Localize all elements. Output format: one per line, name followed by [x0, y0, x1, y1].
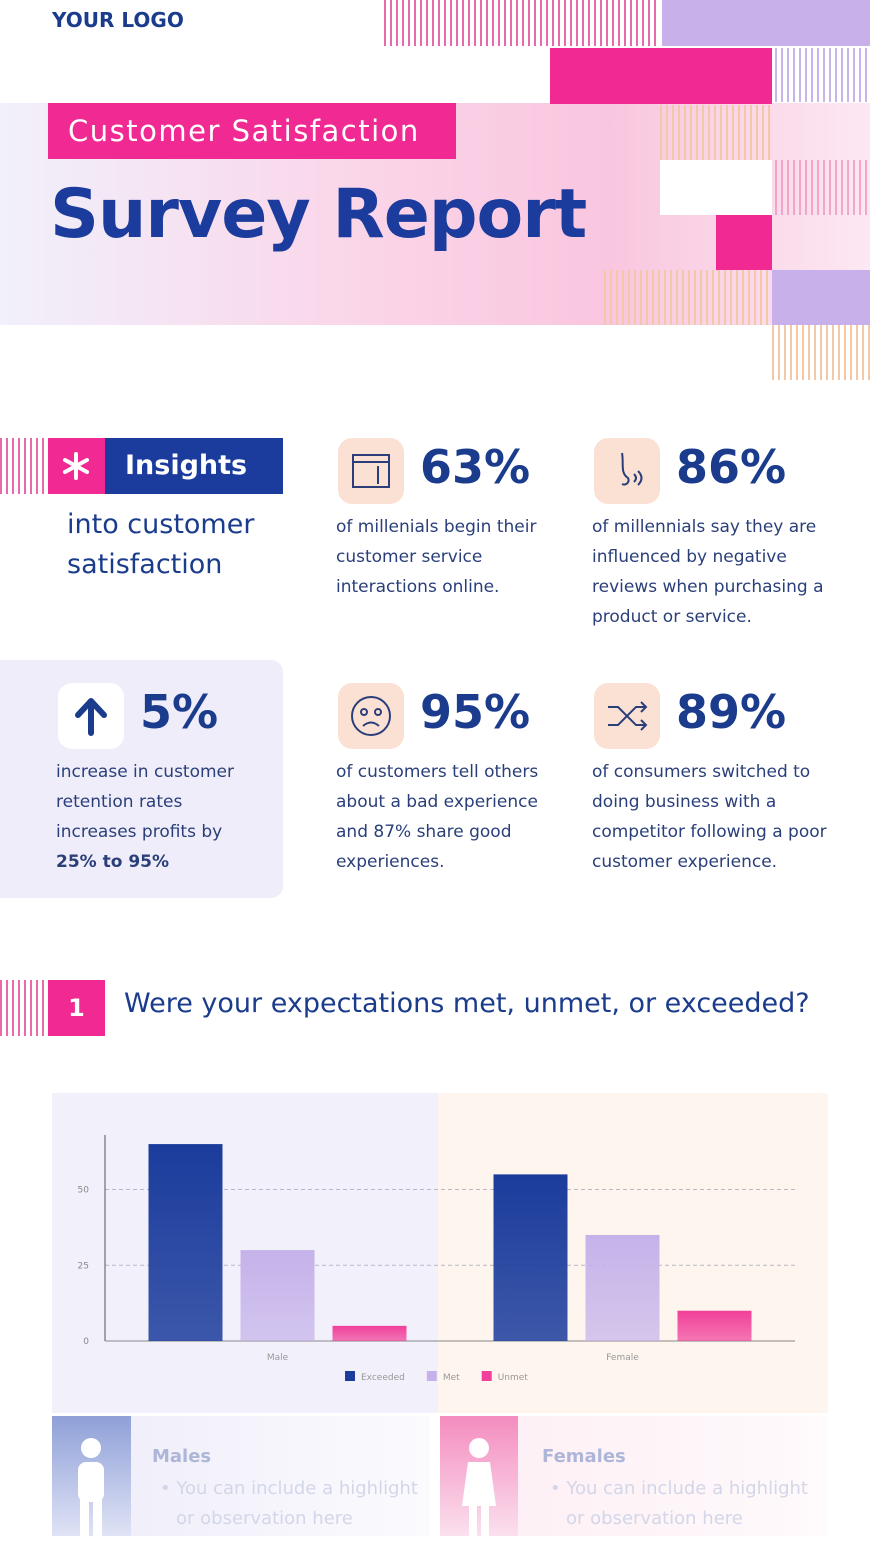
- decor: [0, 438, 46, 494]
- icon: [621, 452, 643, 486]
- icon: [351, 696, 391, 736]
- stat-icon: [594, 438, 660, 504]
- x-tick-label: Female: [606, 1353, 639, 1363]
- icon: [352, 454, 390, 488]
- decor: [660, 160, 772, 215]
- legend-label: Unmet: [498, 1373, 529, 1383]
- stat-value: 95%: [420, 685, 531, 739]
- stat-value: 63%: [420, 440, 531, 494]
- stat-text: increase in customer retention rates inc…: [56, 762, 235, 842]
- section-question: Were your expectations met, unmet, or ex…: [124, 988, 810, 1019]
- icon: [608, 701, 648, 731]
- stat-text: of millennials say they are influenced b…: [592, 517, 824, 627]
- legend-swatch: [345, 1371, 355, 1381]
- y-tick-label: 25: [78, 1261, 89, 1271]
- stat-text: of consumers switched to doing business …: [592, 762, 827, 872]
- stat-icon: [58, 683, 124, 749]
- female-icon: [462, 1438, 496, 1536]
- y-tick-label: 0: [83, 1337, 89, 1347]
- stat-text: of customers tell others about a bad exp…: [336, 762, 539, 872]
- legend-label: Met: [443, 1373, 460, 1383]
- decor: [775, 48, 870, 102]
- male-icon: [78, 1438, 104, 1536]
- bar: [585, 1234, 660, 1341]
- icon: [75, 698, 107, 736]
- decor: [604, 270, 772, 325]
- stat-text: of millenials begin their customer servi…: [336, 517, 537, 597]
- bar: [240, 1250, 315, 1341]
- stat-value: 86%: [676, 440, 787, 494]
- y-tick-label: 50: [78, 1186, 90, 1196]
- card-text: • You can include a highlight or observa…: [550, 1478, 808, 1529]
- decor: [550, 48, 772, 104]
- stat-text: of customers tell others about a bad exp…: [336, 757, 571, 877]
- legend-swatch: [426, 1371, 437, 1381]
- card-title: Males: [152, 1446, 212, 1467]
- bar: [677, 1310, 752, 1341]
- title: Survey Report: [50, 175, 587, 254]
- decor: [716, 215, 772, 270]
- subtitle: Customer Satisfaction: [48, 103, 456, 159]
- decor: [772, 325, 870, 380]
- decor: [384, 0, 660, 46]
- stat-icon: [338, 683, 404, 749]
- chart: 0 25 50 Male Female Exceeded Met Unmet: [78, 1135, 795, 1383]
- bar: [148, 1144, 223, 1341]
- stat-text: of consumers switched to doing business …: [592, 757, 827, 877]
- section-number: 1: [48, 980, 105, 1036]
- stat-value: 89%: [676, 685, 787, 739]
- stat-text: increase in customer retention rates inc…: [56, 757, 246, 877]
- insights-caption: into customer satisfaction: [67, 509, 255, 580]
- card-text: • You can include a highlight or observa…: [160, 1478, 418, 1529]
- stat-value: 5%: [140, 685, 219, 739]
- insights-label: Insights: [105, 438, 283, 494]
- stat-icon: [338, 438, 404, 504]
- decor: [662, 0, 870, 46]
- card-title: Females: [542, 1446, 626, 1467]
- stat-text: of millennials say they are influenced b…: [592, 512, 827, 632]
- asterisk-icon: [48, 438, 105, 494]
- stat-text: of millenials begin their customer servi…: [336, 512, 571, 602]
- logo: YOUR LOGO: [52, 8, 184, 32]
- stat-highlight: 25% to 95%: [56, 852, 170, 872]
- legend-label: Exceeded: [361, 1373, 405, 1383]
- bar: [332, 1325, 407, 1341]
- decor: [772, 270, 870, 325]
- bar: [493, 1174, 568, 1341]
- stat-icon: [594, 683, 660, 749]
- legend-swatch: [481, 1371, 492, 1381]
- decor: [660, 105, 772, 160]
- highlight-card: [0, 660, 283, 898]
- decor: [0, 980, 46, 1036]
- x-tick-label: Male: [267, 1353, 289, 1363]
- decor: [775, 160, 870, 215]
